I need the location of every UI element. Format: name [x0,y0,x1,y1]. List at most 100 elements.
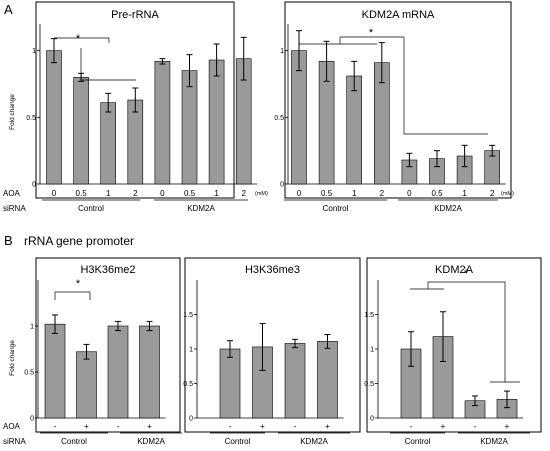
group-label: KDM2A [300,437,328,446]
group-label: Control [78,204,104,213]
x-tick-label: 0.5 [321,189,333,198]
x-tick-label: 2 [241,189,246,198]
chart-panel-border [284,1,512,199]
significance-marker: * [369,27,374,39]
x-tick-label: - [54,422,57,431]
x-tick-label: 0.5 [76,189,88,198]
group-label: KDM2A [187,204,215,213]
y-tick-label: 0 [32,182,36,189]
chart-0: Pre-rRNA 0 0.5 1 Fold change 0 0.5 1 2 0 0.5 1 2 (mM)… [3,1,268,213]
bar [73,77,89,185]
x-tick-label: 2 [133,189,138,198]
x-tick-label: 0 [297,189,302,198]
x-tick-label: + [84,422,89,431]
bar [127,99,144,185]
y-tick-label: 0.5 [183,381,193,388]
x-tick-label: 1 [106,189,111,198]
x-tick-label: - [229,422,232,431]
chart-1: KDM2A mRNA 0 0.5 1 0 0.5 1 2 0 0.5 1 2 (mM) Control KD… [274,1,514,213]
y-tick-label: 0.5 [26,115,36,122]
bar [317,341,338,419]
x-tick-label: 0 [160,189,165,198]
x-tick-label: 1 [462,189,467,198]
x-tick-label: - [117,422,120,431]
bar [44,323,66,419]
x-tick-label: 0 [52,189,57,198]
row-label-sirna: siRNA [3,437,26,446]
unit-label: (mM) [501,191,514,197]
chart-panel-border [184,257,361,433]
y-tick-label: 0.5 [274,115,284,122]
chart-title: KDM2A mRNA [362,9,435,21]
group-label: Control [405,437,431,446]
row-label-sirna: siRNA [3,204,26,213]
y-tick-label: 1 [280,48,284,55]
x-tick-label: 0.5 [431,189,443,198]
significance-marker: * [76,33,81,45]
chart-title: KDM2A [435,264,474,276]
group-label: Control [225,437,251,446]
bar [208,59,225,185]
chart-title: H3K36me3 [245,264,300,276]
row-label-aoa: AOA [3,422,21,431]
charts-layer: Pre-rRNA 0 0.5 1 Fold change 0 0.5 1 2 0 0.5 1 2 (mM)… [3,1,542,446]
bar [100,102,116,185]
x-tick-label: - [474,422,477,431]
x-tick-label: - [410,422,413,431]
x-tick-label: + [441,422,446,431]
chart-2: H3K36me2 0 0.5 1 Fold change - + - + Control KDM2A… [3,257,182,446]
significance-marker: * [76,278,81,290]
chart-panel-border [35,257,181,433]
y-tick-label: 1 [32,48,36,55]
chart-3: H3K36me3 0 0.5 1 1.5 - + - + Control KDM2A [183,257,361,446]
group-label: Control [323,204,349,213]
panel-label-b: B [4,233,13,248]
x-tick-label: 2 [380,189,385,198]
group-label: KDM2A [434,204,462,213]
y-axis-label: Fold change [9,94,16,130]
bar [219,348,241,419]
y-tick-label: 1 [370,347,374,354]
bar [181,70,198,185]
y-tick-label: 0 [189,416,193,423]
chart-panel-border [366,257,542,433]
significance-marker: * [464,268,469,280]
x-tick-label: 0 [407,189,412,198]
row-label-aoa: AOA [3,189,21,198]
x-tick-label: 2 [490,189,495,198]
y-tick-label: 0 [280,182,284,189]
x-tick-label: - [294,422,297,431]
x-tick-label: 1 [352,189,357,198]
chart-title: H3K36me2 [80,264,135,276]
bar [154,61,171,185]
bar [139,325,160,419]
chart-panel-border [35,1,235,199]
bar [284,343,306,419]
panel-label-a: A [4,2,13,17]
y-tick-label: 0 [370,416,374,423]
y-tick-label: 1 [30,324,34,331]
y-tick-label: 1.5 [183,312,193,319]
y-axis-label: Fold change [9,340,16,376]
x-tick-label: 1 [214,189,219,198]
group-label: KDM2A [480,437,508,446]
bar [76,351,97,419]
group-label: Control [61,437,87,446]
y-tick-label: 1 [189,347,193,354]
group-label: KDM2A [137,437,165,446]
chart-title: Pre-rRNA [111,9,159,21]
bar [46,50,62,185]
bar [346,75,363,185]
y-tick-label: 0.5 [364,381,374,388]
section-b-title: rRNA gene promoter [24,234,134,248]
x-tick-label: + [260,422,265,431]
x-tick-label: + [147,422,152,431]
bar [107,325,129,419]
y-tick-label: 0 [30,416,34,423]
unit-label: (mM) [255,191,268,197]
y-tick-label: 0.5 [24,370,34,377]
y-tick-label: 1.5 [364,312,374,319]
x-tick-label: + [325,422,330,431]
